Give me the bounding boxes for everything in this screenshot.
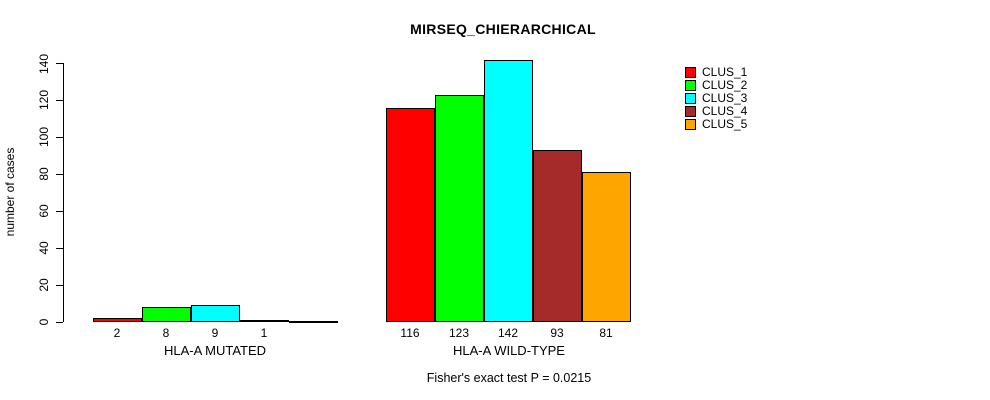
bar-clus_4-group1 bbox=[239, 320, 289, 322]
y-axis-title: number of cases bbox=[3, 147, 17, 237]
legend-swatch-icon bbox=[685, 92, 696, 104]
legend-item-clus_5: CLUS_5 bbox=[685, 118, 747, 131]
legend-label: CLUS_4 bbox=[702, 104, 748, 119]
legend-item-clus_3: CLUS_3 bbox=[685, 92, 747, 105]
legend-swatch-icon bbox=[685, 79, 696, 91]
bar-value-label: 81 bbox=[599, 326, 613, 340]
bar-value-label: 1 bbox=[260, 326, 268, 340]
legend-swatch-icon bbox=[685, 105, 696, 117]
y-tick bbox=[56, 284, 63, 286]
legend-swatch-icon bbox=[685, 66, 696, 78]
y-tick bbox=[56, 99, 63, 101]
x-group-label-mutated: HLA-A MUTATED bbox=[163, 343, 267, 358]
bar-clus_3-group2 bbox=[483, 60, 533, 322]
y-tick bbox=[56, 173, 63, 175]
legend-item-clus_1: CLUS_1 bbox=[685, 66, 747, 79]
legend-label: CLUS_5 bbox=[702, 117, 748, 131]
bar-clus_1-group1 bbox=[92, 318, 142, 322]
bar-clus_2-group2 bbox=[434, 95, 484, 322]
y-tick bbox=[56, 210, 63, 212]
y-tick bbox=[56, 136, 63, 138]
legend-label: CLUS_2 bbox=[702, 78, 748, 93]
bar-value-label: 93 bbox=[550, 326, 564, 340]
y-tick-label: 0 bbox=[37, 318, 51, 326]
bar-value-label: 8 bbox=[162, 326, 170, 340]
bar-clus_4-group2 bbox=[532, 150, 582, 322]
y-tick-label: 120 bbox=[37, 90, 51, 111]
y-axis-line bbox=[63, 63, 64, 322]
y-tick bbox=[56, 321, 63, 323]
bar-value-label: 142 bbox=[497, 326, 519, 340]
y-tick-label: 100 bbox=[37, 127, 51, 148]
legend: CLUS_1 CLUS_2 CLUS_3 CLUS_4 CLUS_5 bbox=[685, 66, 747, 130]
bar-clus_3-group1 bbox=[190, 305, 240, 322]
y-tick bbox=[56, 63, 63, 64]
bar-value-label: 116 bbox=[400, 326, 420, 340]
y-tick-label: 60 bbox=[37, 204, 51, 218]
footnote-fisher-test: Fisher's exact test P = 0.0215 bbox=[426, 371, 592, 385]
y-tick-label: 40 bbox=[37, 241, 51, 255]
legend-label: CLUS_1 bbox=[702, 65, 748, 80]
y-tick bbox=[56, 247, 63, 249]
y-tick-label: 140 bbox=[37, 53, 51, 74]
legend-item-clus_4: CLUS_4 bbox=[685, 105, 747, 118]
bar-clus_5-group1 bbox=[288, 321, 338, 323]
bar-value-label: 2 bbox=[113, 326, 121, 340]
legend-label: CLUS_3 bbox=[702, 91, 748, 106]
x-group-label-wildtype: HLA-A WILD-TYPE bbox=[453, 343, 565, 358]
bar-value-label: 9 bbox=[211, 326, 219, 340]
bar-clus_2-group1 bbox=[141, 307, 191, 322]
legend-swatch-icon bbox=[685, 118, 696, 130]
bar-clus_5-group2 bbox=[581, 172, 631, 322]
bar-value-label: 123 bbox=[448, 326, 470, 340]
legend-item-clus_2: CLUS_2 bbox=[685, 79, 747, 92]
y-tick-label: 80 bbox=[37, 167, 51, 181]
chart-title: MIRSEQ_CHIERARCHICAL bbox=[410, 21, 596, 37]
y-tick-label: 20 bbox=[37, 278, 51, 292]
bar-clus_1-group2 bbox=[385, 108, 435, 322]
